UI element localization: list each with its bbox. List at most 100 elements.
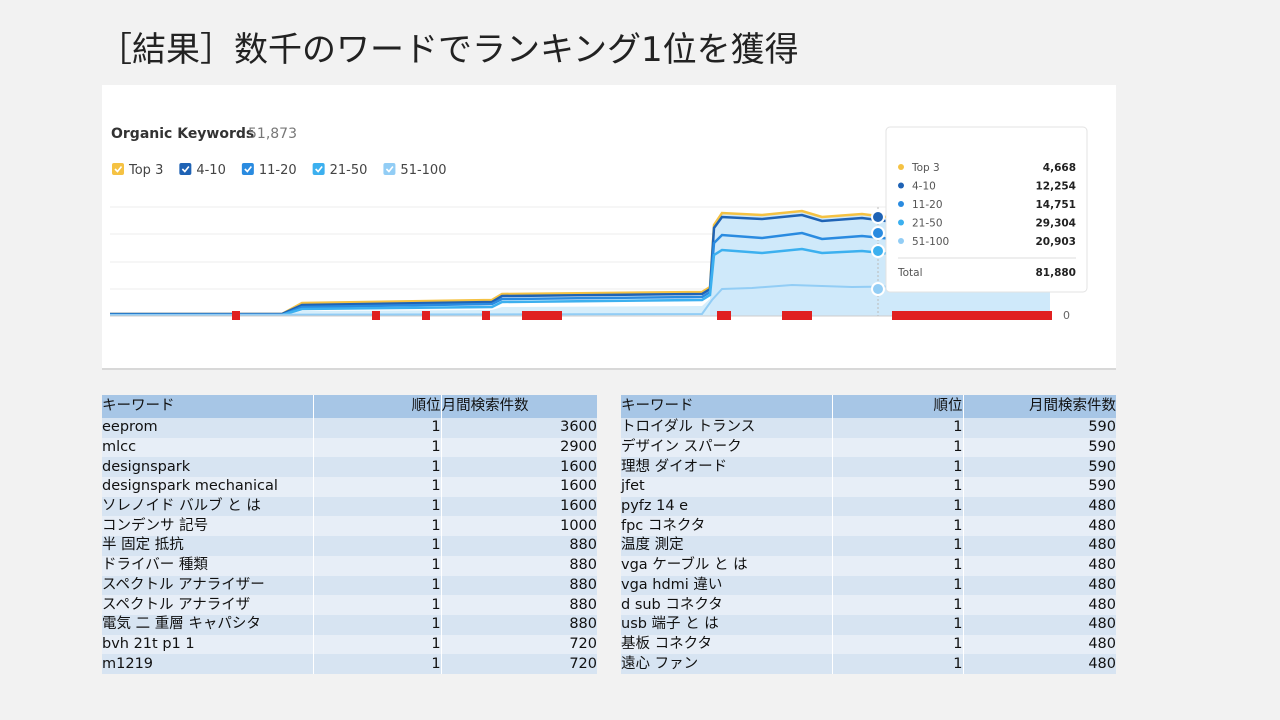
keyword-table: キーワード 順位 月間検索件数 eeprom 1 3600 mlcc 1 2900 designs…: [102, 395, 597, 674]
header-row: キーワード 順位 月間検索件数: [102, 395, 597, 418]
table-cell: 590: [962, 418, 1116, 438]
table-cell: designspark mechanical: [102, 477, 314, 497]
chart-panel: Organic Keywords 51,873 Top 3 4-10 11-20 21…: [102, 85, 1116, 370]
table-cell: 480: [962, 575, 1116, 596]
table-cell: スペクトル アナライザー: [102, 575, 314, 596]
table-row: コンデンサ 記号 1 1000: [102, 516, 597, 537]
header-cell: 順位: [312, 395, 442, 418]
table-cell: 1: [832, 496, 964, 517]
header-cell: 月間検索件数: [440, 395, 597, 418]
table-row: ソレノイド バルブ と は 1 1600: [102, 496, 597, 517]
table-cell: 遠心 ファン: [621, 654, 833, 674]
axis-label: 0: [1063, 309, 1070, 322]
table-cell: 880: [440, 595, 597, 615]
table-cell: 2900: [440, 437, 597, 458]
table-cell: mlcc: [102, 437, 314, 458]
cursor-dot: [871, 226, 885, 240]
table-cell: 480: [962, 614, 1116, 635]
table-cell: 480: [962, 516, 1116, 537]
tooltip-total: 81,880: [1035, 267, 1076, 279]
table-cell: 1: [832, 614, 964, 635]
table-cell: 1000: [440, 516, 597, 537]
table-cell: fpc コネクタ: [621, 516, 833, 537]
table-cell: 590: [962, 477, 1116, 497]
header-cell: キーワード: [102, 395, 314, 418]
table-cell: 1: [312, 595, 442, 615]
table-cell: ソレノイド バルブ と は: [102, 496, 314, 517]
table-row: d sub コネクタ 1 480: [621, 595, 1116, 615]
table-cell: 1: [832, 654, 964, 674]
marker: [892, 311, 1052, 320]
legend-swatch: [383, 163, 396, 175]
table-cell: 1: [832, 575, 964, 596]
header-cell: 月間検索件数: [962, 395, 1116, 418]
table-cell: designspark: [102, 457, 314, 478]
table-cell: 1: [832, 418, 964, 438]
event-markers: [232, 311, 1052, 320]
table-row: スペクトル アナライザ 1 880: [102, 595, 597, 615]
legend-label: 21-50: [330, 163, 368, 178]
tooltip-dot: [898, 164, 904, 170]
legend-swatch: [179, 163, 192, 175]
table-row: 温度 測定 1 480: [621, 536, 1116, 556]
legend-check: [114, 166, 123, 173]
table-cell: 1: [312, 496, 442, 517]
table-cell: 480: [962, 654, 1116, 674]
table-row: 半 固定 抵抗 1 880: [102, 536, 597, 556]
table-cell: 1: [832, 595, 964, 615]
tooltip-value: 29,304: [1035, 218, 1076, 230]
table-cell: vga ケーブル と は: [621, 555, 833, 576]
tooltip-label: 51-100: [912, 236, 949, 248]
table-cell: スペクトル アナライザ: [102, 595, 314, 615]
table-cell: 880: [440, 614, 597, 635]
table-row: m1219 1 720: [102, 654, 597, 674]
table-row: 電気 二 重層 キャパシタ 1 880: [102, 614, 597, 635]
table-row: usb 端子 と は 1 480: [621, 614, 1116, 635]
table-cell: 1: [312, 614, 442, 635]
table-cell: 1: [312, 634, 442, 655]
table-cell: 1600: [440, 457, 597, 478]
table-cell: 1: [832, 437, 964, 458]
tooltip-value: 4,668: [1043, 162, 1076, 174]
keyword-table: キーワード 順位 月間検索件数 トロイダル トランス 1 590 デザイン スパーク 1 590…: [621, 395, 1116, 674]
tooltip-dot: [898, 201, 904, 207]
keyword-count: 51,873: [248, 126, 297, 142]
table-row: スペクトル アナライザー 1 880: [102, 575, 597, 596]
tooltip-dot: [898, 219, 904, 226]
table-row: designspark 1 1600: [102, 457, 597, 478]
table-row: bvh 21t p1 1 1 720: [102, 634, 597, 655]
table-row: ドライバー 種類 1 880: [102, 555, 597, 576]
table-cell: m1219: [102, 654, 314, 674]
legend-label: 4-10: [196, 163, 226, 178]
header-cell: 順位: [832, 395, 964, 418]
cursor-dot: [871, 244, 885, 258]
table-cell: 1: [312, 457, 442, 478]
marker: [522, 311, 562, 320]
table-cell: 1600: [440, 496, 597, 517]
table-row: mlcc 1 2900: [102, 437, 597, 458]
table-cell: 720: [440, 634, 597, 655]
marker: [717, 311, 731, 320]
tooltip: [885, 126, 1088, 293]
table-cell: eeprom: [102, 418, 314, 438]
table-cell: ドライバー 種類: [102, 555, 314, 576]
table-row: jfet 1 590: [621, 477, 1116, 497]
table-cell: 480: [962, 536, 1116, 556]
table-cell: 1600: [440, 477, 597, 497]
legend-label: Top 3: [128, 163, 163, 178]
tooltip-dot: [898, 238, 904, 244]
marker: [372, 311, 380, 320]
tooltip-label: 4-10: [912, 181, 936, 193]
table-cell: 1: [832, 516, 964, 537]
marker: [422, 311, 430, 320]
table-cell: 1: [312, 516, 442, 537]
tooltip-dot: [898, 182, 904, 189]
table-cell: usb 端子 と は: [621, 614, 833, 635]
tooltip-label: Top 3: [911, 162, 940, 174]
table-cell: 480: [962, 555, 1116, 576]
legend-label: 51-100: [400, 163, 446, 178]
cursor-dot: [871, 282, 885, 296]
header-cell: キーワード: [621, 395, 833, 418]
slide-title: ［結果］数千のワードでランキング1位を獲得: [98, 30, 799, 70]
